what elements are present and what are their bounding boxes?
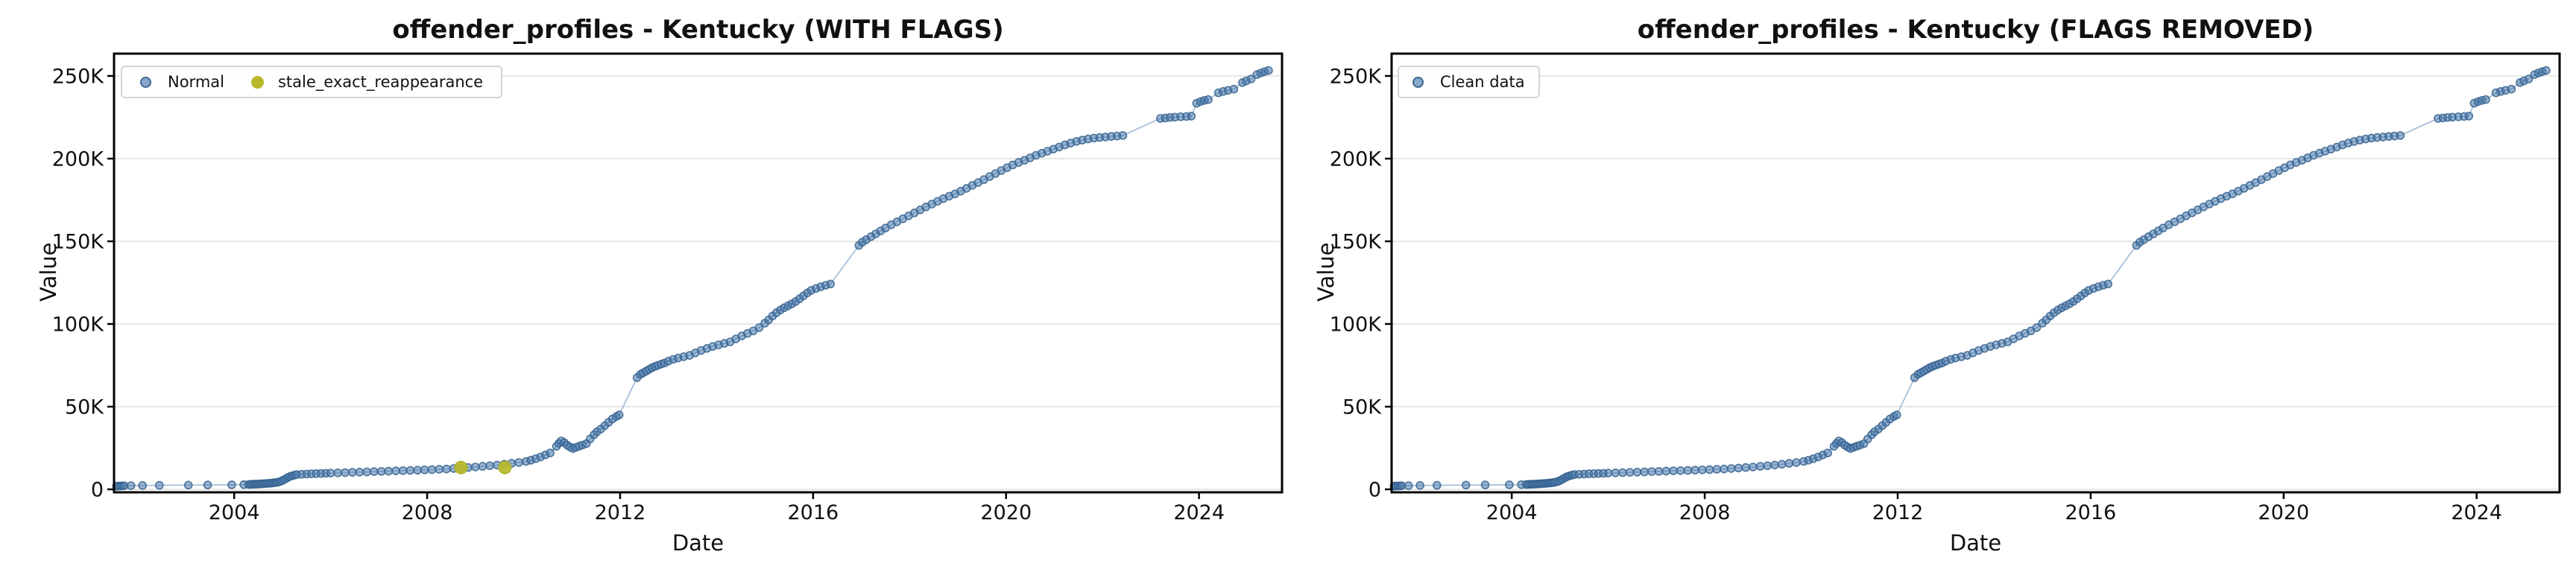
y-tick-label: 100K — [52, 313, 105, 336]
clean-data-marker-icon — [1412, 76, 1424, 88]
legend-label-normal: Normal — [168, 73, 224, 91]
x-tick-label: 2024 — [1173, 501, 1225, 524]
y-tick-label: 50K — [65, 395, 104, 419]
plot-flags-removed: 2004 2008 2012 2016 2020 2024 0 50K 100K 150K 200K… — [1330, 52, 2561, 524]
legend-flags-removed: Clean data — [1398, 66, 1540, 98]
trend-line — [116, 69, 1269, 487]
x-tick-label: 2004 — [209, 501, 260, 524]
y-tick-label: 150K — [1330, 230, 1383, 253]
data-points — [112, 66, 1273, 491]
normal-marker-icon — [140, 76, 151, 88]
y-axis-label-right: Value — [1313, 242, 1339, 302]
y-tick-label: 50K — [1342, 395, 1382, 419]
x-tick-label: 2004 — [1486, 501, 1538, 524]
legend-label-clean-data: Clean data — [1440, 73, 1525, 91]
chart-title-flags-removed: offender_profiles - Kentucky (FLAGS REMO… — [1637, 15, 2314, 45]
y-tick-label: 250K — [52, 65, 105, 88]
x-axis-ticks: 2004 2008 2012 2016 2020 2024 — [209, 492, 1225, 524]
y-tick-label: 200K — [1330, 147, 1383, 171]
x-axis-label-left: Date — [672, 530, 724, 556]
trend-line — [1394, 69, 2547, 487]
x-tick-label: 2024 — [2451, 501, 2502, 524]
x-tick-label: 2012 — [595, 501, 646, 524]
y-tick-label: 200K — [52, 147, 105, 171]
x-axis-label-right: Date — [1949, 530, 2002, 556]
y-axis-label-left: Value — [36, 242, 61, 302]
grid-lines — [1392, 74, 2560, 491]
x-tick-label: 2020 — [2258, 501, 2309, 524]
data-points — [1389, 66, 2551, 491]
y-tick-label: 250K — [1330, 65, 1383, 88]
y-tick-label: 100K — [1330, 313, 1383, 336]
legend-with-flags: Normal stale_exact_reappearance — [121, 66, 503, 98]
x-tick-label: 2020 — [980, 501, 1032, 524]
legend-label-stale-exact-reappearance: stale_exact_reappearance — [277, 73, 484, 91]
x-tick-label: 2012 — [1872, 501, 1924, 524]
y-axis-ticks: 0 50K 100K 150K 200K 250K — [1330, 65, 1392, 502]
x-axis-ticks: 2004 2008 2012 2016 2020 2024 — [1486, 492, 2502, 524]
axes-spines — [113, 52, 1284, 494]
x-tick-label: 2008 — [402, 501, 453, 524]
x-tick-label: 2016 — [788, 501, 839, 524]
x-tick-label: 2008 — [1679, 501, 1731, 524]
y-tick-label: 150K — [52, 230, 105, 253]
chart-title-with-flags: offender_profiles - Kentucky (WITH FLAGS… — [392, 15, 1004, 45]
y-tick-label: 0 — [1368, 479, 1381, 502]
y-axis-ticks: 0 50K 100K 150K 200K 250K — [52, 65, 114, 502]
axes-spines — [1390, 52, 2561, 494]
flagged-points — [454, 460, 512, 474]
y-tick-label: 0 — [91, 479, 104, 502]
flag-marker-icon — [250, 75, 264, 89]
x-tick-label: 2016 — [2065, 501, 2117, 524]
